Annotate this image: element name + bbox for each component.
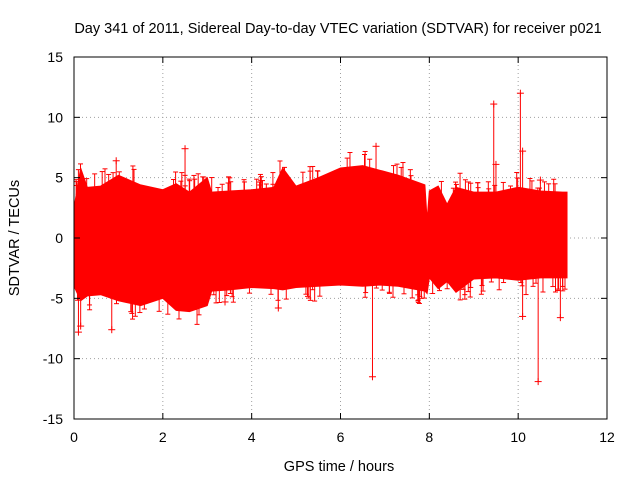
x-tick-label: 10 xyxy=(510,429,526,445)
y-tick-label: 0 xyxy=(55,230,63,246)
outlier-point xyxy=(372,142,380,150)
outlier-point xyxy=(112,157,120,165)
outlier-point xyxy=(534,378,542,386)
x-tick-label: 4 xyxy=(248,429,256,445)
outlier-point xyxy=(492,160,500,168)
y-tick-label: 10 xyxy=(47,109,63,125)
outlier-point xyxy=(519,147,527,155)
outlier-point xyxy=(108,326,116,334)
y-tick-label: 5 xyxy=(55,170,63,186)
outlier-point xyxy=(368,373,376,381)
ticks: 0 2 4 6 8 10 12 -15 -10 -5 0 5 10 15 xyxy=(43,49,615,445)
outlier-point xyxy=(74,328,82,336)
outlier-point xyxy=(490,100,498,108)
data-layer xyxy=(73,150,568,325)
outlier-point xyxy=(536,176,544,184)
outlier-layer xyxy=(74,89,564,386)
outlier-point xyxy=(181,145,189,153)
y-tick-label: -5 xyxy=(51,290,64,306)
x-axis-label: GPS time / hours xyxy=(284,459,394,475)
outlier-point xyxy=(556,314,564,322)
y-tick-label: -15 xyxy=(43,411,63,427)
chart-title: Day 341 of 2011, Sidereal Day-to-day VTE… xyxy=(74,21,601,37)
x-tick-label: 2 xyxy=(159,429,167,445)
y-tick-label: 15 xyxy=(47,49,63,65)
outlier-point xyxy=(77,322,85,330)
x-tick-label: 8 xyxy=(425,429,433,445)
data-band xyxy=(73,165,568,313)
y-axis-label: SDTVAR / TECUs xyxy=(7,180,23,296)
outlier-point xyxy=(274,304,282,312)
x-tick-label: 0 xyxy=(70,429,78,445)
outlier-point xyxy=(221,298,229,306)
y-tick-label: -10 xyxy=(43,351,63,367)
x-tick-label: 12 xyxy=(599,429,615,445)
outlier-point xyxy=(516,89,524,97)
outlier-point xyxy=(519,312,527,320)
x-tick-label: 6 xyxy=(337,429,345,445)
